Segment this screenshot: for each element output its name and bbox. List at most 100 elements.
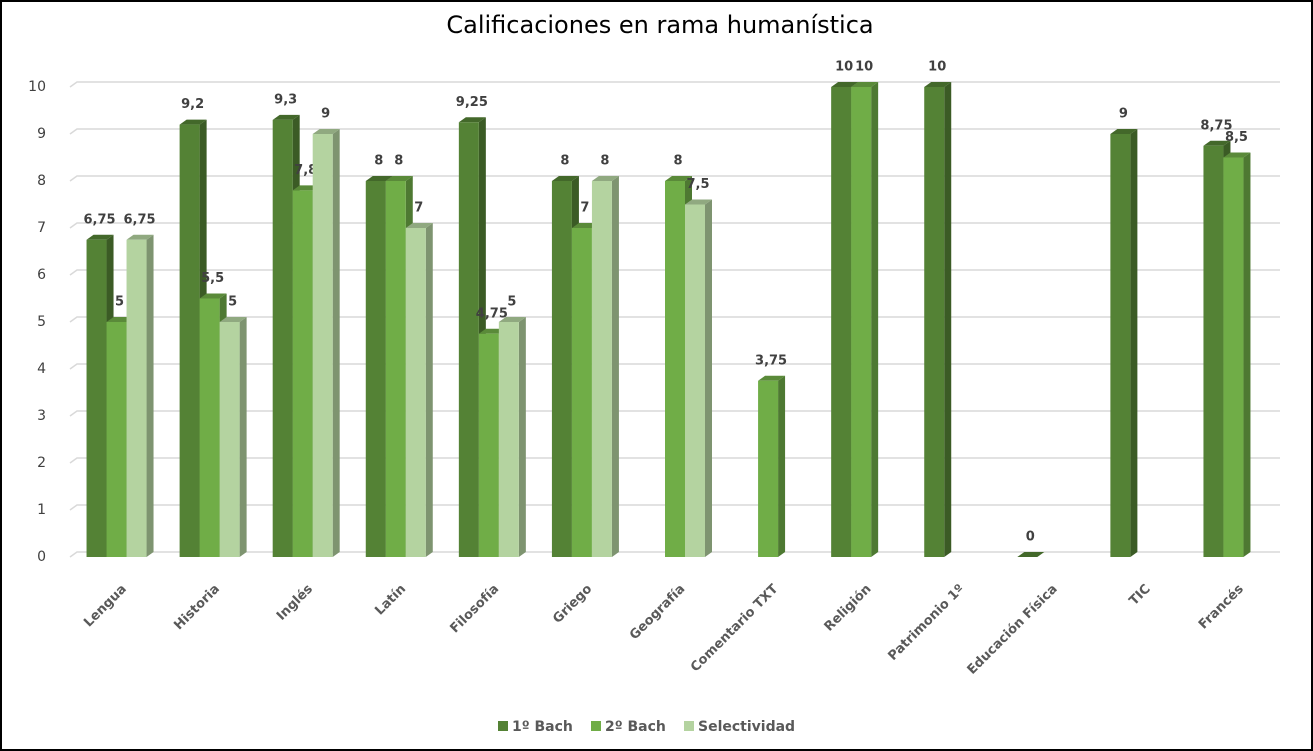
data-label: 5 — [115, 295, 124, 310]
data-label: 9,3 — [274, 92, 297, 107]
bar — [924, 87, 945, 557]
y-tick-label: 8 — [37, 173, 46, 189]
bar-side — [778, 375, 786, 557]
data-label: 10 — [855, 60, 873, 75]
bar-top — [385, 176, 413, 181]
chart-title: Calificaciones en rama humanística — [446, 11, 873, 39]
bar — [758, 380, 779, 557]
bar-top — [1203, 140, 1231, 146]
bar-side — [871, 82, 879, 557]
bar — [458, 122, 479, 557]
bar-top — [1017, 552, 1045, 557]
y-tick-label: 0 — [37, 549, 46, 565]
data-label: 9 — [321, 107, 330, 122]
grid-line — [69, 457, 1280, 464]
bar — [106, 322, 127, 557]
bar-top — [665, 176, 692, 181]
bar-side — [332, 129, 340, 557]
bar-side — [1130, 129, 1138, 557]
bar — [272, 119, 293, 558]
bar-top — [758, 375, 786, 381]
bar — [498, 322, 519, 557]
bar-top — [498, 317, 526, 322]
bar-top — [1110, 129, 1138, 134]
bar-side — [146, 234, 154, 557]
grid-line — [69, 363, 1280, 370]
bar — [199, 298, 220, 557]
data-label: 6,75 — [83, 212, 115, 227]
data-label: 7 — [580, 201, 589, 216]
y-tick-label: 4 — [37, 361, 46, 377]
data-label: 10 — [835, 60, 853, 75]
bar-side — [611, 176, 619, 557]
bar-top — [458, 117, 486, 123]
bar-top — [219, 317, 247, 322]
bar-top — [312, 129, 340, 134]
data-label: 9,2 — [181, 97, 204, 112]
bar-side — [944, 82, 952, 557]
bar — [551, 181, 572, 557]
data-label: 5 — [507, 295, 516, 310]
grid-line — [69, 504, 1280, 511]
bar — [365, 181, 386, 557]
data-label: 5 — [228, 295, 237, 310]
bar-top — [126, 234, 154, 240]
data-label: 7,5 — [686, 177, 709, 192]
grid-line — [69, 175, 1280, 182]
data-label: 0 — [1026, 530, 1035, 545]
data-label: 7,8 — [294, 163, 317, 178]
data-label: 8,75 — [1200, 118, 1232, 133]
data-label: 8 — [374, 154, 383, 169]
bar — [571, 228, 592, 557]
legend-swatch — [591, 721, 601, 731]
y-tick-label: 10 — [28, 79, 46, 95]
bar-top — [365, 176, 393, 181]
bar — [665, 181, 685, 557]
grid-line — [69, 410, 1280, 417]
bar-top — [591, 176, 619, 181]
bar-top — [86, 234, 114, 240]
bar — [219, 322, 240, 557]
bar — [1203, 145, 1224, 557]
bar-side — [518, 317, 526, 557]
grid-line — [69, 222, 1280, 229]
y-tick-label: 2 — [37, 455, 46, 471]
bar-top — [851, 82, 879, 87]
bar — [591, 181, 612, 557]
y-tick-label: 9 — [37, 126, 46, 142]
legend-swatch — [684, 721, 694, 731]
y-tick-label: 3 — [37, 408, 46, 424]
data-label: 8 — [394, 154, 403, 169]
data-label: 4,75 — [476, 306, 508, 321]
data-label: 8 — [673, 154, 682, 169]
bar-top — [272, 114, 300, 120]
bar — [126, 239, 147, 557]
bar-top — [199, 293, 227, 299]
bar — [385, 181, 406, 557]
data-label: 9 — [1119, 107, 1128, 122]
bar — [831, 87, 852, 557]
bar-side — [705, 199, 712, 557]
legend-label: Selectividad — [698, 719, 795, 735]
bar-side — [1243, 152, 1251, 557]
bar — [1223, 157, 1244, 557]
bar-top — [685, 199, 712, 205]
bar — [685, 204, 705, 557]
grid-line — [69, 269, 1280, 276]
data-label: 8,5 — [1225, 130, 1248, 145]
data-label: 3,75 — [755, 353, 787, 368]
bar — [478, 333, 499, 557]
bar-side — [425, 223, 433, 557]
y-tick-label: 5 — [37, 314, 46, 330]
data-label: 5,5 — [201, 271, 224, 286]
bar — [179, 124, 200, 557]
data-label: 6,75 — [123, 212, 155, 227]
bar — [851, 87, 872, 557]
legend-swatch — [498, 721, 508, 731]
grid-line — [69, 551, 1280, 558]
y-tick-label: 1 — [37, 502, 46, 518]
legend-label: 2º Bach — [605, 719, 666, 735]
bar-top — [831, 82, 859, 87]
grid-line — [69, 128, 1280, 135]
